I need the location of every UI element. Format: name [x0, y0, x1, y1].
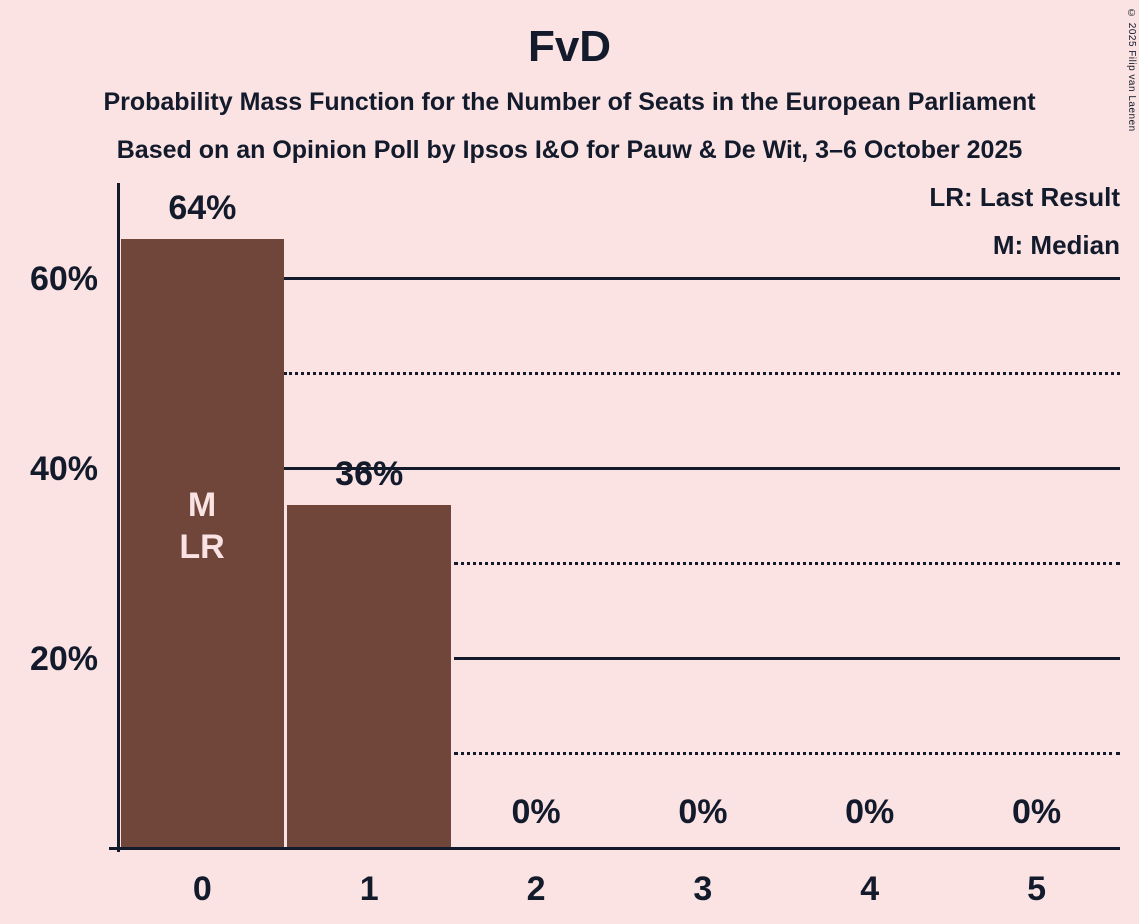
x-tick-label-0: 0 — [192, 870, 212, 908]
chart-subtitle-function: Probability Mass Function for the Number… — [103, 88, 1036, 116]
bar-seats-0 — [120, 239, 285, 847]
bar-value-label-3: 0% — [678, 793, 728, 831]
bar-value-label-5: 0% — [1012, 793, 1062, 831]
x-tick-label-2: 2 — [526, 870, 546, 908]
bar-0-markers: M LR — [122, 484, 282, 568]
last-result-marker: LR — [179, 528, 225, 566]
legend-last-result: LR: Last Result — [929, 182, 1120, 212]
y-tick-label-60: 60% — [29, 260, 98, 298]
bar-seats-1 — [287, 505, 452, 847]
x-tick-label-1: 1 — [359, 870, 379, 908]
gridline-dotted-30 — [454, 562, 1120, 565]
y-tick-label-20: 20% — [29, 640, 98, 678]
x-tick-label-4: 4 — [860, 870, 880, 908]
bar-value-label-2: 0% — [511, 793, 561, 831]
x-axis — [109, 847, 1120, 850]
gridline-dotted-10 — [454, 752, 1120, 755]
chart-subtitle-poll: Based on an Opinion Poll by Ipsos I&O fo… — [116, 136, 1023, 164]
legend-median: M: Median — [992, 230, 1120, 260]
gridline-solid-60 — [284, 277, 1120, 280]
gridline-solid-40 — [284, 467, 1120, 470]
gridline-dotted-50 — [284, 372, 1120, 375]
median-marker: M — [187, 486, 217, 524]
bar-value-label-4: 0% — [845, 793, 895, 831]
gridline-solid-20 — [454, 657, 1120, 660]
y-tick-label-40: 40% — [29, 450, 98, 488]
chart-title: FvD — [527, 22, 612, 71]
x-tick-label-5: 5 — [1027, 870, 1047, 908]
bar-value-label-1: 36% — [335, 455, 404, 493]
y-axis — [117, 183, 120, 852]
copyright-notice: © 2025 Filip van Laenen — [1126, 8, 1137, 132]
x-tick-label-3: 3 — [693, 870, 713, 908]
bar-value-label-0: 64% — [168, 189, 237, 227]
